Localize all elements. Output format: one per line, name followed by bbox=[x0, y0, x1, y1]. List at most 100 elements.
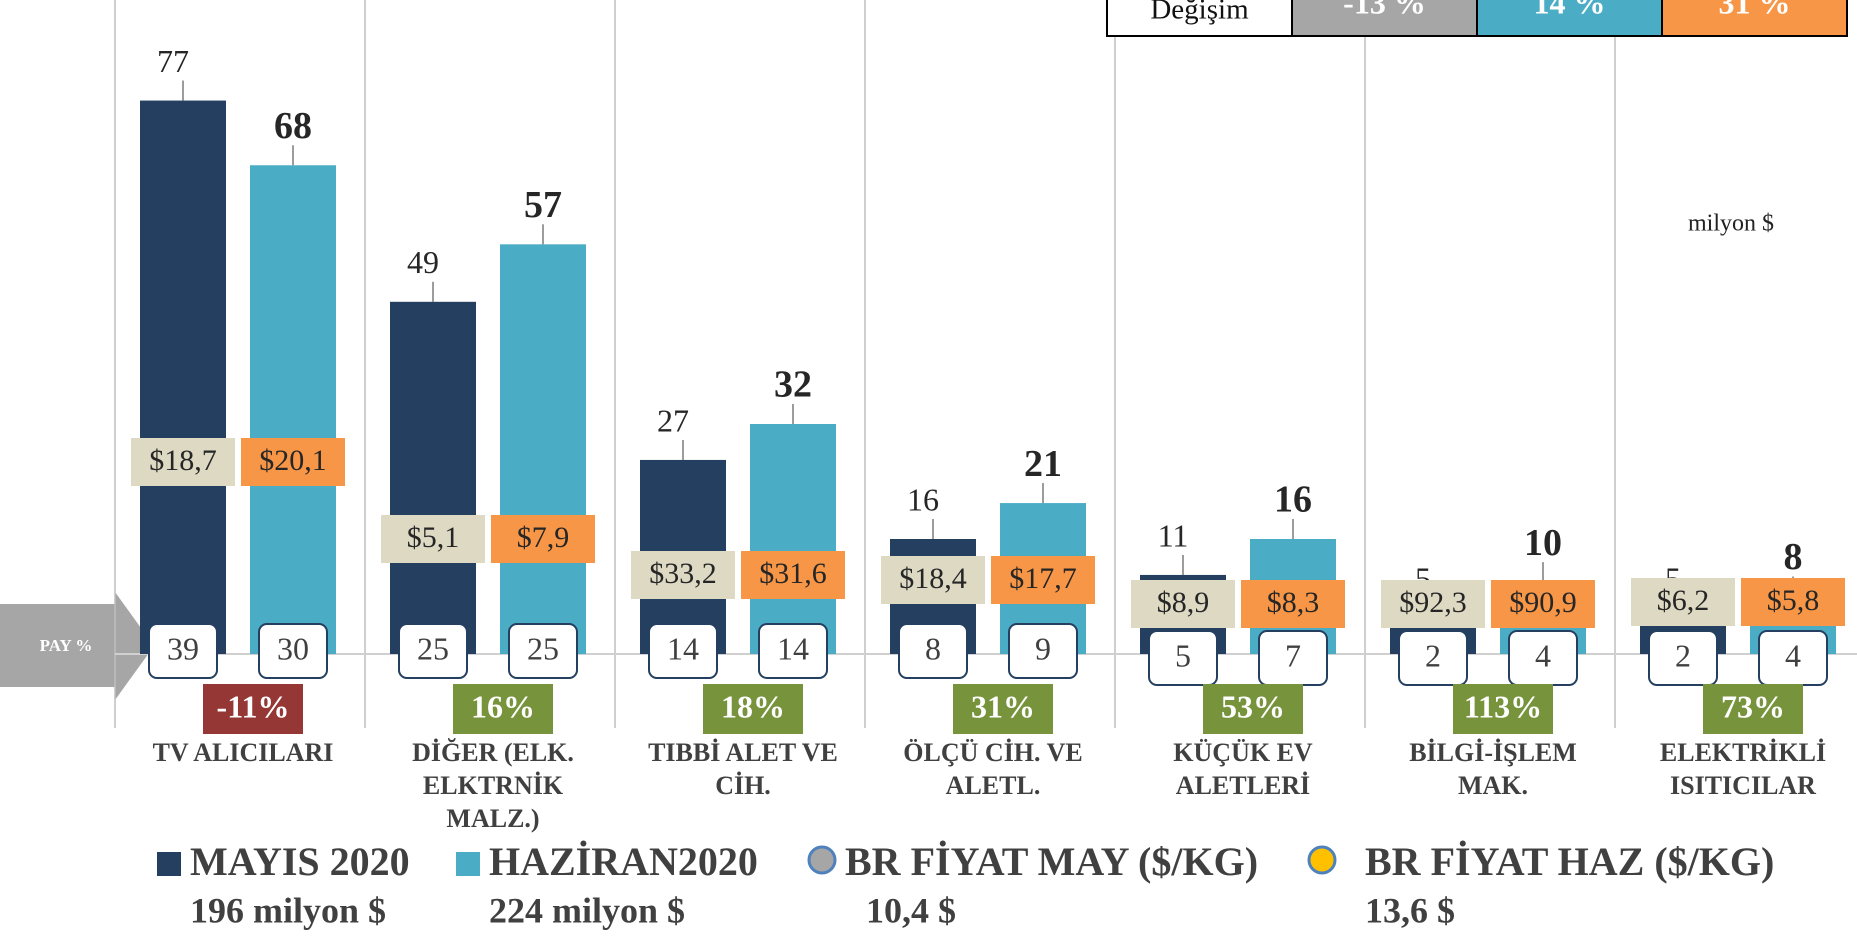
bar bbox=[140, 100, 226, 654]
unit-label: milyon $ bbox=[1688, 211, 1774, 237]
value-label: 49 bbox=[407, 244, 439, 280]
price-label: $6,2 bbox=[1657, 584, 1710, 617]
change-box bbox=[1703, 684, 1803, 734]
price-box bbox=[491, 515, 595, 563]
category-label: ÖLÇÜ CİH. VE bbox=[903, 738, 1082, 767]
value-label: 68 bbox=[274, 105, 312, 147]
price-box bbox=[1491, 580, 1595, 628]
share-label: 14 bbox=[777, 630, 809, 666]
value-label: 10 bbox=[1524, 522, 1562, 564]
price-box bbox=[881, 556, 985, 604]
price-box bbox=[1631, 578, 1735, 626]
legend-label: BR FİYAT MAY ($/KG) bbox=[845, 839, 1258, 884]
price-label: $33,2 bbox=[649, 557, 717, 590]
share-label: 30 bbox=[277, 630, 309, 666]
price-label: $20,1 bbox=[259, 444, 327, 477]
share-box bbox=[758, 623, 828, 679]
value-label: 77 bbox=[157, 43, 189, 79]
value-label: 16 bbox=[1274, 479, 1312, 521]
change-box bbox=[1203, 684, 1303, 734]
value-label: 21 bbox=[1024, 443, 1062, 485]
category-label: KÜÇÜK EV bbox=[1173, 738, 1313, 767]
legend-total: 224 milyon $ bbox=[489, 890, 685, 930]
change-label: 31% bbox=[971, 688, 1035, 724]
price-label: $90,9 bbox=[1509, 586, 1577, 619]
price-box bbox=[741, 551, 845, 599]
category-label: ISITICILAR bbox=[1670, 771, 1816, 800]
category-label: MAK. bbox=[1458, 771, 1528, 800]
share-label: 8 bbox=[925, 630, 941, 666]
category-label: MALZ.) bbox=[446, 804, 539, 833]
summary-cell bbox=[1291, 0, 1478, 37]
share-label: 39 bbox=[167, 630, 199, 666]
price-label: $8,3 bbox=[1267, 586, 1320, 619]
price-label: $18,7 bbox=[149, 444, 217, 477]
price-label: $17,7 bbox=[1009, 562, 1077, 595]
share-box bbox=[148, 623, 218, 679]
value-label: 16 bbox=[907, 481, 939, 517]
change-label: 73% bbox=[1721, 688, 1785, 724]
legend-marker bbox=[1307, 845, 1337, 875]
value-label: 27 bbox=[657, 402, 689, 438]
price-box bbox=[131, 438, 235, 486]
share-label: 25 bbox=[527, 630, 559, 666]
share-box bbox=[1398, 630, 1468, 686]
share-box bbox=[1148, 630, 1218, 686]
change-box bbox=[953, 684, 1053, 734]
summary-value: -13 % bbox=[1343, 0, 1426, 20]
share-label: 25 bbox=[417, 630, 449, 666]
category-label: DİĞER (ELK. bbox=[412, 738, 574, 767]
price-box bbox=[381, 515, 485, 563]
value-label: 11 bbox=[1158, 517, 1189, 553]
legend-total: 10,4 $ bbox=[866, 890, 956, 930]
share-label: 5 bbox=[1175, 637, 1191, 673]
share-box bbox=[1648, 630, 1718, 686]
legend-label: HAZİRAN2020 bbox=[489, 839, 758, 884]
share-label: 14 bbox=[667, 630, 699, 666]
price-box bbox=[991, 556, 1095, 604]
legend-marker bbox=[456, 852, 480, 876]
change-label: 113% bbox=[1464, 688, 1542, 724]
category-label: BİLGİ-İŞLEM bbox=[1409, 738, 1577, 767]
change-box bbox=[703, 684, 803, 734]
bar bbox=[500, 244, 586, 654]
price-label: $7,9 bbox=[517, 521, 570, 554]
bar bbox=[250, 165, 336, 654]
share-label: 4 bbox=[1785, 637, 1801, 673]
change-label: 16% bbox=[471, 688, 535, 724]
price-box bbox=[1131, 580, 1235, 628]
price-box bbox=[1741, 578, 1845, 626]
share-title: PAY % bbox=[40, 636, 93, 655]
category-label: TIBBİ ALET VE bbox=[648, 738, 838, 767]
value-label: 8 bbox=[1784, 536, 1803, 578]
legend-marker bbox=[157, 852, 181, 876]
summary-value: 14 % bbox=[1534, 0, 1606, 20]
bar bbox=[750, 424, 836, 654]
change-label: 18% bbox=[721, 688, 785, 724]
legend-total: 196 milyon $ bbox=[190, 890, 386, 930]
price-label: $5,8 bbox=[1767, 584, 1820, 617]
price-label: $92,3 bbox=[1399, 586, 1467, 619]
share-box bbox=[258, 623, 328, 679]
category-label: ELKTRNİK bbox=[423, 771, 564, 800]
legend-marker bbox=[807, 845, 837, 875]
summary-cell bbox=[1106, 0, 1293, 37]
summary-cell bbox=[1661, 0, 1848, 37]
change-box bbox=[453, 684, 553, 734]
share-label: 2 bbox=[1675, 637, 1691, 673]
value-label: 57 bbox=[524, 184, 562, 226]
category-label: ALETLERİ bbox=[1176, 771, 1310, 800]
change-label: 53% bbox=[1221, 688, 1285, 724]
category-label: ELEKTRİKLİ bbox=[1660, 738, 1826, 767]
price-label: $18,4 bbox=[899, 562, 967, 595]
legend-label: BR FİYAT HAZ ($/KG) bbox=[1365, 839, 1774, 884]
summary-value: 31 % bbox=[1719, 0, 1791, 20]
change-label: -11% bbox=[217, 688, 290, 724]
price-label: $31,6 bbox=[759, 557, 827, 590]
share-label: 7 bbox=[1285, 637, 1301, 673]
price-box bbox=[241, 438, 345, 486]
change-box bbox=[1453, 684, 1553, 734]
category-label: CİH. bbox=[715, 771, 771, 800]
